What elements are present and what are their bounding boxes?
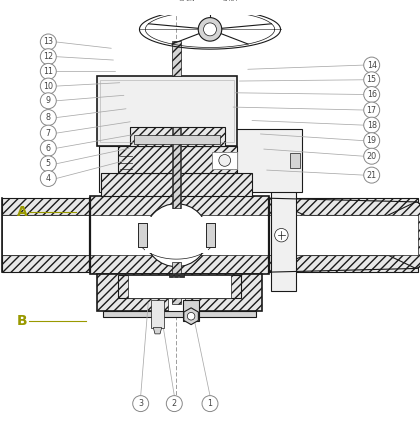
Bar <box>206 223 215 248</box>
Text: 16: 16 <box>367 90 377 99</box>
Circle shape <box>40 140 56 156</box>
Circle shape <box>219 155 231 166</box>
Bar <box>101 173 252 196</box>
Bar <box>172 127 181 208</box>
Bar <box>90 196 269 274</box>
Bar <box>212 152 237 169</box>
Circle shape <box>166 396 182 412</box>
Text: 13: 13 <box>43 38 53 46</box>
Text: 8: 8 <box>46 113 51 122</box>
Bar <box>269 255 418 272</box>
Circle shape <box>40 93 56 109</box>
Bar <box>235 129 302 192</box>
Bar <box>290 153 300 168</box>
Text: 12: 12 <box>43 52 53 61</box>
Text: 4: 4 <box>46 174 51 183</box>
Bar <box>172 41 181 76</box>
Circle shape <box>364 133 380 149</box>
Bar <box>2 255 90 272</box>
Bar <box>169 273 173 277</box>
Bar <box>271 180 296 291</box>
Bar <box>269 215 418 255</box>
Text: 3: 3 <box>138 399 143 408</box>
Bar <box>151 300 164 328</box>
Bar <box>138 223 147 248</box>
Bar <box>206 223 215 248</box>
Bar <box>168 274 185 311</box>
Circle shape <box>187 312 195 320</box>
Text: 18: 18 <box>367 121 377 130</box>
Bar <box>2 215 90 255</box>
Text: B: B <box>17 314 27 328</box>
Circle shape <box>364 167 380 183</box>
Circle shape <box>145 204 208 267</box>
Bar <box>100 80 234 142</box>
Bar <box>103 311 256 317</box>
Text: 9: 9 <box>46 96 51 105</box>
Circle shape <box>40 171 56 187</box>
Polygon shape <box>269 198 420 272</box>
Text: 11: 11 <box>43 67 53 76</box>
Circle shape <box>198 18 222 41</box>
Bar <box>183 300 199 321</box>
Bar <box>212 152 237 169</box>
Circle shape <box>40 110 56 126</box>
Circle shape <box>275 229 288 242</box>
Text: 20: 20 <box>367 152 377 161</box>
Bar <box>145 217 208 253</box>
Bar <box>174 273 178 277</box>
Bar <box>130 127 225 146</box>
Text: OPEN: OPEN <box>178 0 195 2</box>
Circle shape <box>40 78 56 94</box>
Bar <box>97 76 237 146</box>
Bar <box>118 275 242 298</box>
Text: 19: 19 <box>367 136 377 145</box>
Circle shape <box>40 156 56 172</box>
Circle shape <box>204 23 216 36</box>
Text: A: A <box>17 205 28 219</box>
Bar <box>172 263 181 305</box>
Bar <box>179 273 184 277</box>
Text: SHUT: SHUT <box>223 0 239 2</box>
Bar <box>128 275 231 298</box>
Circle shape <box>133 396 149 412</box>
Text: 21: 21 <box>367 171 377 179</box>
Circle shape <box>40 63 56 80</box>
Circle shape <box>364 57 380 73</box>
Bar <box>99 146 120 192</box>
Text: 10: 10 <box>43 82 53 91</box>
Circle shape <box>40 49 56 65</box>
Text: 17: 17 <box>367 106 377 114</box>
Bar <box>97 274 262 311</box>
Polygon shape <box>184 308 198 324</box>
Circle shape <box>364 72 380 88</box>
Circle shape <box>40 125 56 141</box>
Text: 2: 2 <box>172 399 177 408</box>
Bar <box>134 135 220 144</box>
Bar <box>2 198 90 215</box>
Circle shape <box>40 34 56 50</box>
Text: 14: 14 <box>367 61 377 69</box>
Text: 1: 1 <box>207 399 213 408</box>
Text: 7: 7 <box>46 129 51 137</box>
Bar <box>90 215 269 255</box>
Circle shape <box>364 148 380 164</box>
Bar <box>269 198 418 215</box>
Bar <box>118 146 237 173</box>
Polygon shape <box>153 328 162 334</box>
Bar <box>138 223 147 248</box>
Text: 6: 6 <box>46 144 51 153</box>
Circle shape <box>202 396 218 412</box>
Circle shape <box>364 87 380 103</box>
Circle shape <box>364 117 380 133</box>
Text: 5: 5 <box>46 159 51 168</box>
Text: 15: 15 <box>367 75 377 84</box>
Circle shape <box>364 102 380 118</box>
